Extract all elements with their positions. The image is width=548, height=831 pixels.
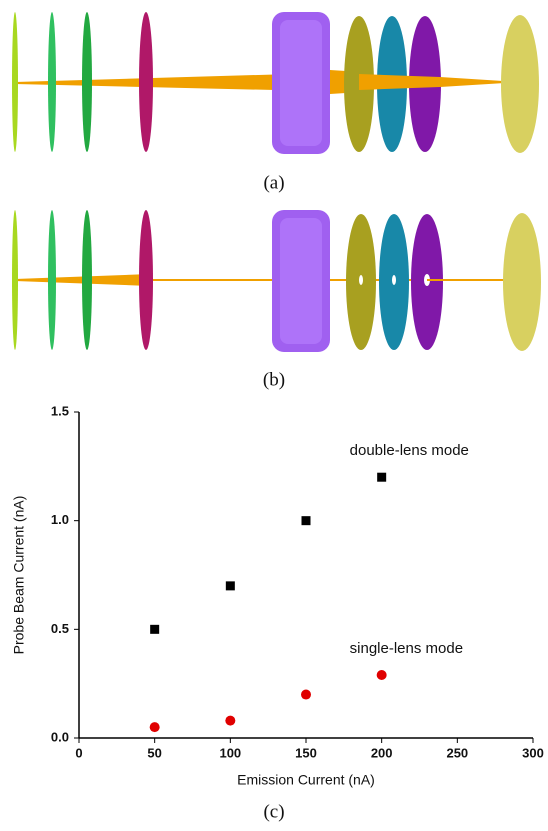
illustration-b [12, 210, 541, 352]
x-tick-label: 100 [219, 745, 241, 760]
point [301, 689, 311, 700]
x-tick-label: 250 [446, 745, 468, 760]
point [149, 722, 160, 733]
x-tick-label: 300 [522, 745, 544, 760]
point [377, 472, 387, 482]
y-tick-label: 0.0 [51, 729, 69, 744]
point [225, 715, 236, 726]
y-tick-label: 1.0 [51, 512, 69, 527]
x-tick-label: 50 [147, 745, 161, 760]
x-axis-label: Emission Current (nA) [237, 772, 375, 788]
y-tick-label: 1.5 [51, 403, 69, 418]
x-tick-label: 200 [371, 745, 393, 760]
illustration-a [12, 12, 539, 154]
point [376, 669, 387, 680]
series-label: double-lens mode [350, 442, 469, 459]
panel-label: (a) [263, 172, 284, 193]
point [301, 516, 311, 526]
y-tick-label: 0.5 [51, 621, 69, 636]
point [150, 624, 160, 634]
panel-label: (c) [263, 801, 284, 822]
series-label: single-lens mode [350, 640, 463, 657]
panel-label: (b) [263, 369, 285, 390]
y-axis-label: Probe Beam Current (nA) [11, 496, 27, 655]
x-tick-label: 0 [75, 745, 82, 760]
x-tick-label: 150 [295, 745, 317, 760]
point [225, 581, 235, 591]
